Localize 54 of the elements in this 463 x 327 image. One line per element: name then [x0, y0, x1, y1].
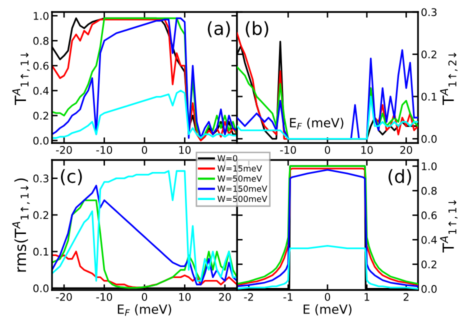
x-tick-label: 10: [179, 292, 191, 301]
y2-tick-label: 0.1: [421, 92, 436, 101]
legend-label: W=15meV: [218, 165, 262, 172]
y-axis-title: T$^{A}$$_{1↑,1↓}$: [12, 52, 30, 105]
x-tick-label: 0: [324, 292, 330, 301]
y-tick-label: 0.3: [33, 174, 48, 182]
x-tick-label: 10: [179, 146, 191, 154]
y2-tick-label: 1.0: [422, 162, 437, 170]
y-axis-title: rms(T$^{A}$$_{1↑,1↓}$): [12, 178, 30, 272]
y2-tick-label: 0.0: [421, 135, 437, 143]
y2-tick-label: 0.4: [421, 236, 437, 244]
y2-axis-title: T$^{A}$$_{1↑,1↓}$: [440, 200, 458, 252]
legend-label: W=50meV: [218, 175, 262, 182]
y-tick-label: 0.2: [33, 211, 48, 220]
x-axis-title: E$_{F}$ (meV): [290, 118, 344, 130]
y2-tick-label: 0.3: [421, 8, 437, 16]
x-tick-label: -2: [244, 292, 253, 301]
x-tick-label: 20: [400, 146, 412, 154]
x-tick-label: -1: [283, 293, 292, 301]
x-tick-label: -10: [96, 146, 112, 154]
legend-label: W=500meV: [218, 196, 268, 202]
x-tick-label: 20: [219, 292, 231, 301]
x-tick-label: 10: [361, 146, 373, 154]
y-tick-label: 0.4: [33, 86, 49, 95]
y-tick-label: 0.0: [33, 284, 49, 292]
x-tick-label: 0: [142, 292, 148, 301]
y2-tick-label: 0.8: [421, 186, 437, 195]
x-axis-title: E (meV): [304, 304, 352, 316]
y2-tick-label: 0.0: [421, 285, 437, 293]
legend-label: W=150meV: [218, 186, 268, 192]
y-tick-label: 0.6: [33, 62, 49, 70]
y-tick-label: 0.0: [33, 136, 49, 145]
y2-axis-title: T$^{A}$$_{1↑,2↓}$: [440, 52, 458, 105]
y2-tick-label: 0.2: [421, 260, 436, 268]
y-tick-label: 0.8: [33, 36, 49, 45]
legend-label: W=0: [218, 155, 238, 162]
annotation: (b): [246, 21, 268, 38]
y-tick-label: 0.1: [33, 248, 48, 256]
annotation: (d): [388, 169, 412, 186]
annotation: (c): [60, 169, 82, 186]
x-axis-title: E$_{F}$ (meV): [118, 304, 172, 316]
x-tick-label: -20: [56, 292, 72, 301]
x-tick-label: 0: [142, 146, 148, 154]
x-tick-label: -10: [96, 292, 112, 301]
annotation: (a): [208, 21, 230, 38]
y2-tick-label: 0.6: [421, 211, 437, 220]
x-tick-label: 2: [404, 292, 408, 301]
x-tick-label: 0: [324, 146, 330, 154]
y-tick-label: 0.2: [33, 112, 48, 120]
y2-tick-label: 0.2: [421, 50, 436, 58]
y-tick-label: 1.0: [34, 12, 49, 20]
x-tick-label: -20: [56, 146, 72, 154]
x-tick-label: -10: [280, 146, 296, 154]
x-tick-label: 1: [364, 293, 370, 301]
